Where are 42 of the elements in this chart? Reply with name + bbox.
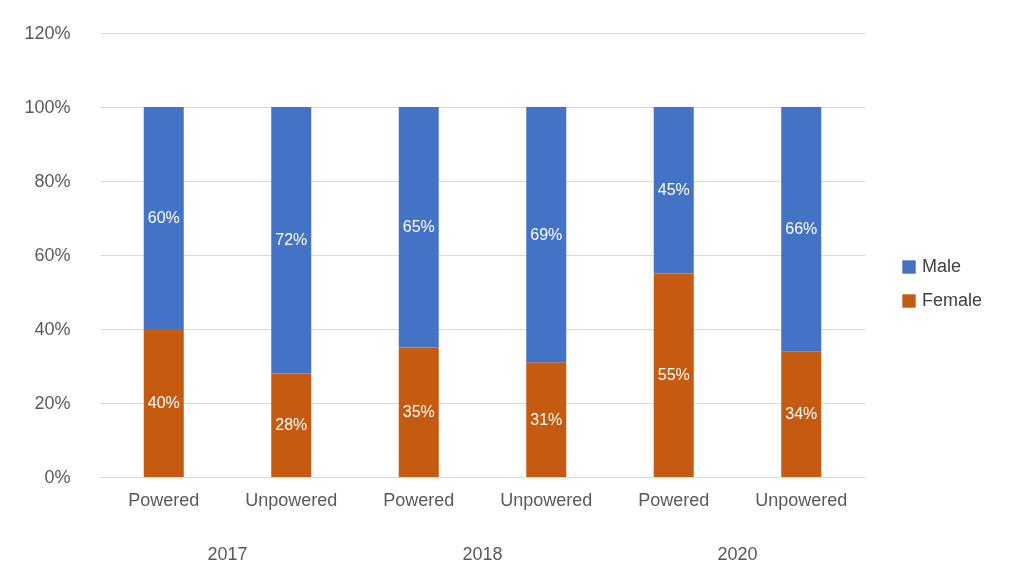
x-tick-label: Unpowered — [500, 489, 593, 510]
data-label: 60% — [147, 209, 180, 226]
data-label: 65% — [402, 218, 435, 236]
data-label: 34% — [785, 405, 818, 423]
y-tick-label: 120% — [24, 22, 71, 43]
bar — [271, 373, 312, 477]
text: 2017 — [207, 544, 248, 564]
y-tick-label: 40% — [34, 318, 71, 339]
x-tick-label: Unpowered — [755, 489, 848, 510]
data-label: 45% — [657, 181, 690, 199]
bar — [143, 107, 184, 329]
bar — [526, 362, 567, 477]
bar — [781, 107, 822, 352]
data-label: 72% — [275, 231, 308, 249]
data-label: 31% — [530, 410, 563, 428]
bar — [653, 273, 694, 477]
data-label: 35% — [402, 403, 435, 421]
x-tick-label: Powered — [638, 489, 710, 510]
x-tick-label: Powered — [128, 489, 200, 510]
y-tick-label: 100% — [24, 96, 71, 117]
legend-label: Male — [922, 256, 962, 276]
text: 2020 — [717, 544, 758, 564]
bar — [781, 351, 822, 477]
bar — [653, 107, 694, 274]
data-label: 69% — [530, 225, 563, 243]
y-tick-label: 60% — [34, 244, 71, 265]
y-tick-label: 20% — [34, 392, 71, 413]
text: 2018 — [462, 544, 503, 564]
bar — [398, 107, 439, 348]
data-label: 66% — [785, 220, 818, 238]
bar — [143, 329, 184, 477]
x-tick-label: Powered — [383, 489, 455, 510]
data-label: 55% — [657, 366, 690, 384]
y-tick-label: 80% — [34, 170, 71, 191]
x-tick-label: Unpowered — [245, 489, 338, 510]
data-label: 40% — [147, 394, 180, 411]
legend-label: Female — [922, 290, 983, 310]
y-tick-label: 0% — [44, 466, 71, 487]
data-label: 28% — [275, 416, 308, 434]
bar — [271, 107, 312, 374]
bar — [526, 107, 567, 363]
bar — [398, 347, 439, 477]
